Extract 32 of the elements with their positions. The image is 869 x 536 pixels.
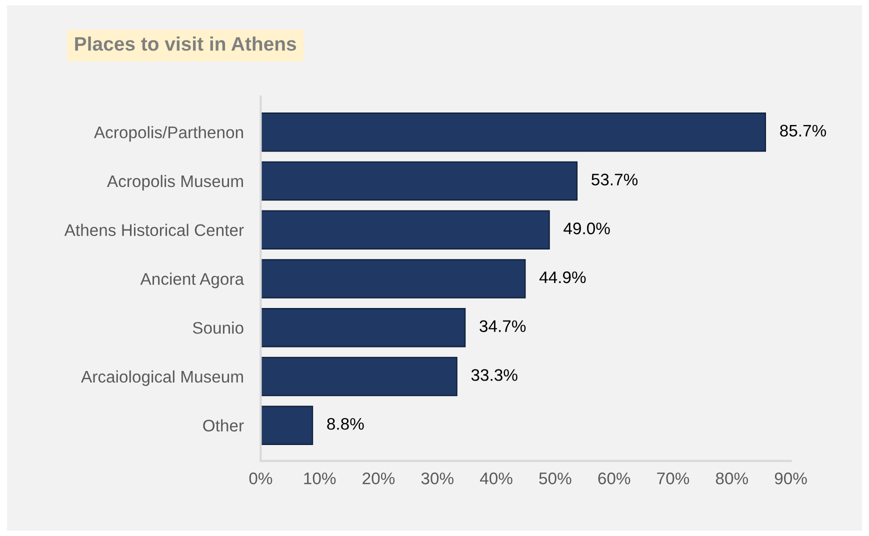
x-tick-label: 90%: [774, 472, 807, 484]
x-tick-label: 80%: [716, 472, 748, 484]
y-tick-label: Arcaiological Museum: [81, 370, 243, 386]
x-tick-label: 20%: [362, 472, 395, 484]
x-tick-label: 50%: [539, 472, 572, 484]
y-tick-label: Ancient Agora: [140, 272, 244, 288]
bar: [260, 406, 314, 445]
data-label: 33.3%: [471, 369, 518, 381]
y-tick-label: Acropolis Museum: [106, 174, 243, 190]
x-tick-label: 0%: [249, 472, 272, 484]
chart-title: Places to visit in Athens: [75, 36, 296, 51]
data-label: 49.0%: [564, 222, 610, 234]
x-tick-label: 60%: [598, 472, 630, 484]
y-tick-label: Sounio: [192, 322, 244, 334]
x-tick-label: 40%: [480, 472, 512, 484]
data-label: 44.9%: [539, 271, 586, 284]
bar: [260, 210, 550, 250]
x-tick-label: 10%: [304, 472, 336, 484]
bar: [260, 356, 458, 396]
bar: [260, 161, 578, 201]
y-tick-label: Other: [203, 419, 244, 432]
data-label: 8.8%: [327, 418, 364, 430]
bar: [260, 308, 466, 348]
data-label: 53.7%: [592, 174, 638, 186]
x-tick-label: 30%: [421, 472, 454, 484]
x-tick-label: 70%: [657, 472, 690, 484]
data-label: 34.7%: [480, 320, 526, 332]
data-label: 85.7%: [780, 124, 826, 137]
bar: [260, 259, 526, 298]
bar: [260, 112, 766, 152]
y-tick-label: Acropolis/Parthenon: [94, 126, 243, 142]
y-tick-label: Athens Historical Center: [64, 224, 244, 236]
